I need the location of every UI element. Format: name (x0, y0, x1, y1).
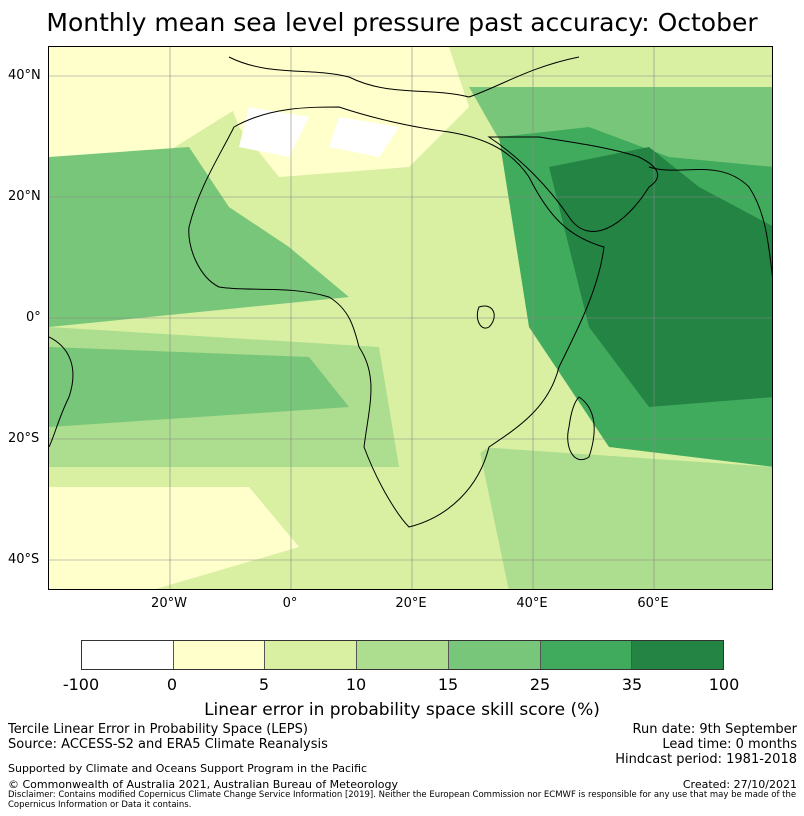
region-southern-indian (479, 447, 772, 589)
skill-map-canvas (49, 47, 772, 589)
disclaimer-text: Disclaimer: Contains modified Copernicus… (8, 790, 797, 810)
colorbar-swatch (357, 641, 449, 669)
lat-label-20n: 20°N (8, 189, 41, 204)
lake-victoria-coast (476, 305, 495, 329)
lon-label-0: 0° (282, 596, 298, 611)
hindcast-text: Hindcast period: 1981-2018 (615, 752, 797, 767)
colorbar-tick: 0 (166, 675, 178, 694)
region-atlantic-moderate (49, 147, 349, 327)
region-zero-skill-2 (329, 117, 399, 157)
lon-label-20e: 20°E (395, 596, 427, 611)
method-text: Tercile Linear Error in Probability Spac… (8, 722, 308, 737)
skill-map (48, 46, 773, 590)
copyright-text: © Commonwealth of Australia 2021, Austra… (8, 778, 398, 791)
region-indian-ocean-highest (549, 147, 772, 407)
support-text: Supported by Climate and Oceans Support … (8, 762, 368, 775)
region-equatorial-atlantic (49, 347, 349, 427)
india-coast (648, 166, 772, 277)
colorbar-tick: 100 (708, 675, 740, 694)
lon-label-60e: 60°E (637, 596, 669, 611)
colorbar-tick: 10 (345, 675, 367, 694)
source-text: Source: ACCESS-S2 and ERA5 Climate Reana… (8, 737, 328, 752)
run-date-text: Run date: 9th September (632, 722, 797, 737)
region-zero-skill-1 (239, 107, 309, 157)
region-congo-low (379, 327, 489, 487)
colorbar-tick: 15 (437, 675, 459, 694)
lon-label-40e: 40°E (516, 596, 548, 611)
colorbar (81, 640, 724, 670)
created-text: Created: 27/10/2021 (682, 778, 797, 791)
madagascar-coast (567, 396, 595, 460)
arabia-coast (487, 136, 659, 232)
colorbar-tick: -100 (62, 675, 100, 694)
region-southwest-lowest (49, 487, 299, 589)
colorbar-swatch (265, 641, 358, 669)
mediterranean-coast (228, 56, 580, 98)
south-america-coast (49, 336, 74, 448)
lon-label-20w: 20°W (151, 596, 187, 611)
info-left: Tercile Linear Error in Probability Spac… (8, 722, 328, 752)
colorbar-swatch (448, 641, 541, 669)
colorbar-swatch (173, 641, 266, 669)
lat-label-40s: 40°S (8, 552, 40, 567)
lead-time-text: Lead time: 0 months (662, 737, 797, 752)
graticule (49, 47, 772, 589)
colorbar-tick: 35 (621, 675, 643, 694)
lat-label-40n: 40°N (8, 68, 41, 83)
africa-coast (188, 106, 605, 528)
colorbar-tick: 5 (258, 675, 270, 694)
coastlines (49, 56, 772, 528)
info-right: Run date: 9th September Lead time: 0 mon… (615, 722, 797, 767)
region-northwest-low (49, 47, 239, 177)
lat-label-0: 0° (26, 310, 41, 325)
map-title: Monthly mean sea level pressure past acc… (46, 8, 758, 37)
lat-label-20s: 20°S (8, 431, 40, 446)
colorbar-tick: 25 (529, 675, 551, 694)
colorbar-swatch (540, 641, 633, 669)
colorbar-swatch (82, 641, 174, 669)
colorbar-swatch (632, 641, 724, 669)
colorbar-label: Linear error in probability space skill … (204, 700, 600, 720)
